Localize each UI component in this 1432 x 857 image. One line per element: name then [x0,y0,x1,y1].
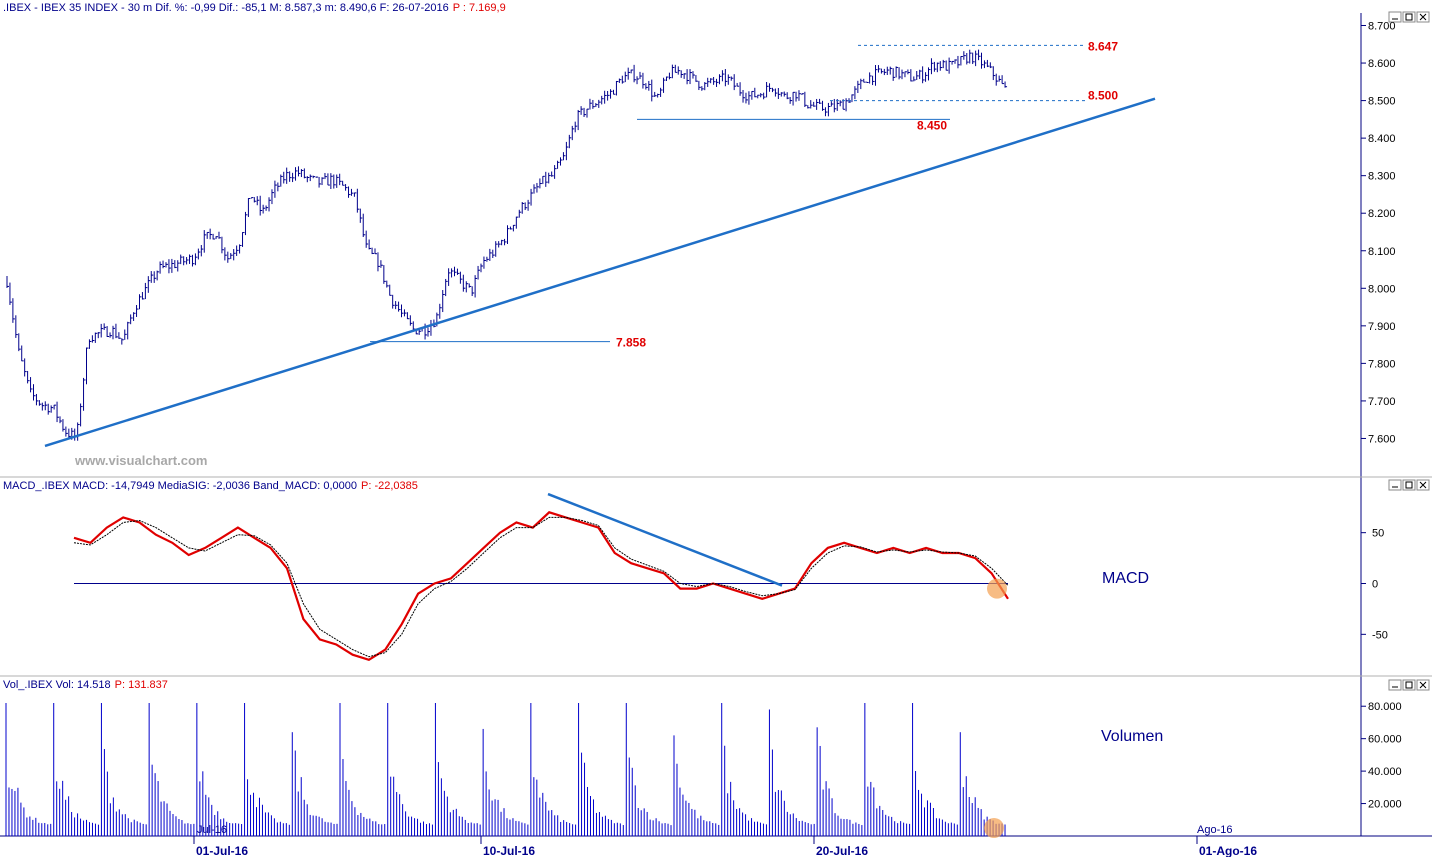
volume-series [5,702,1006,838]
volume-y-tick-label: 80.000 [1368,701,1402,713]
price-panel-controls[interactable] [1388,11,1430,23]
macd-y-tick-label: 0 [1372,579,1378,591]
macd-header: MACD_.IBEX MACD: -14,7949 MediaSIG: -2,0… [3,480,418,492]
price-y-tick-label: 8.700 [1368,21,1396,33]
price-annotations: 8.647 8.500 8.450 7.858 [44,39,1156,448]
price-y-tick-label: 8.200 [1368,208,1396,220]
volume-highlight-circle [984,818,1004,838]
macd-y-tick-label: -50 [1372,629,1388,641]
volume-y-tick-label: 20.000 [1368,799,1402,811]
signal-line [73,516,1009,658]
trend-line [44,97,1156,448]
macd-line [73,511,1009,662]
price-y-tick-label: 7.900 [1368,321,1396,333]
price-y-tick-label: 8.500 [1368,96,1396,108]
price-y-tick-label: 8.000 [1368,283,1396,295]
volume-y-tick-label: 60.000 [1368,734,1402,746]
price-y-tick-label: 8.600 [1368,58,1396,70]
volume-label: Volumen [1101,728,1163,745]
x-month-label: Ago-16 [1197,824,1232,836]
macd-trend-line [547,492,783,587]
axis-ticks: 8.700 8.600 8.500 8.400 8.300 8.200 8.100 8.000… [193,21,1402,857]
x-tick-label: 20-Jul-16 [816,844,868,857]
x-tick-label: 01-Jul-16 [196,844,248,857]
price-y-tick-label: 7.800 [1368,358,1396,370]
price-y-tick-label: 7.600 [1368,433,1396,445]
price-y-tick-label: 7.700 [1368,396,1396,408]
macd-highlight-circle [987,578,1007,599]
x-tick-label: 01-Ago-16 [1199,844,1257,857]
level-label: 8.647 [1088,39,1118,53]
watermark: www.visualchart.com [74,453,207,468]
level-label: 8.500 [1088,89,1118,103]
level-label: 7.858 [616,336,646,350]
price-y-tick-label: 8.100 [1368,246,1396,258]
volume-header: Vol_.IBEX Vol: 14.518 P: 131.837 [3,679,168,691]
x-tick-label: 10-Jul-16 [483,844,535,857]
macd-series [73,492,1009,662]
price-y-tick-label: 8.300 [1368,171,1396,183]
macd-label: MACD [1102,570,1149,587]
macd-panel-controls[interactable] [1388,479,1430,491]
volume-y-tick-label: 40.000 [1368,766,1402,778]
volume-panel-controls[interactable] [1388,679,1430,691]
x-month-label: Jul-16 [197,824,227,836]
price-y-tick-label: 8.400 [1368,133,1396,145]
price-header: .IBEX - IBEX 35 INDEX - 30 m Dif. %: -0,… [3,2,506,14]
level-label: 8.450 [917,118,947,132]
price-ohlc-series [6,49,1008,441]
macd-y-tick-label: 50 [1372,528,1384,540]
